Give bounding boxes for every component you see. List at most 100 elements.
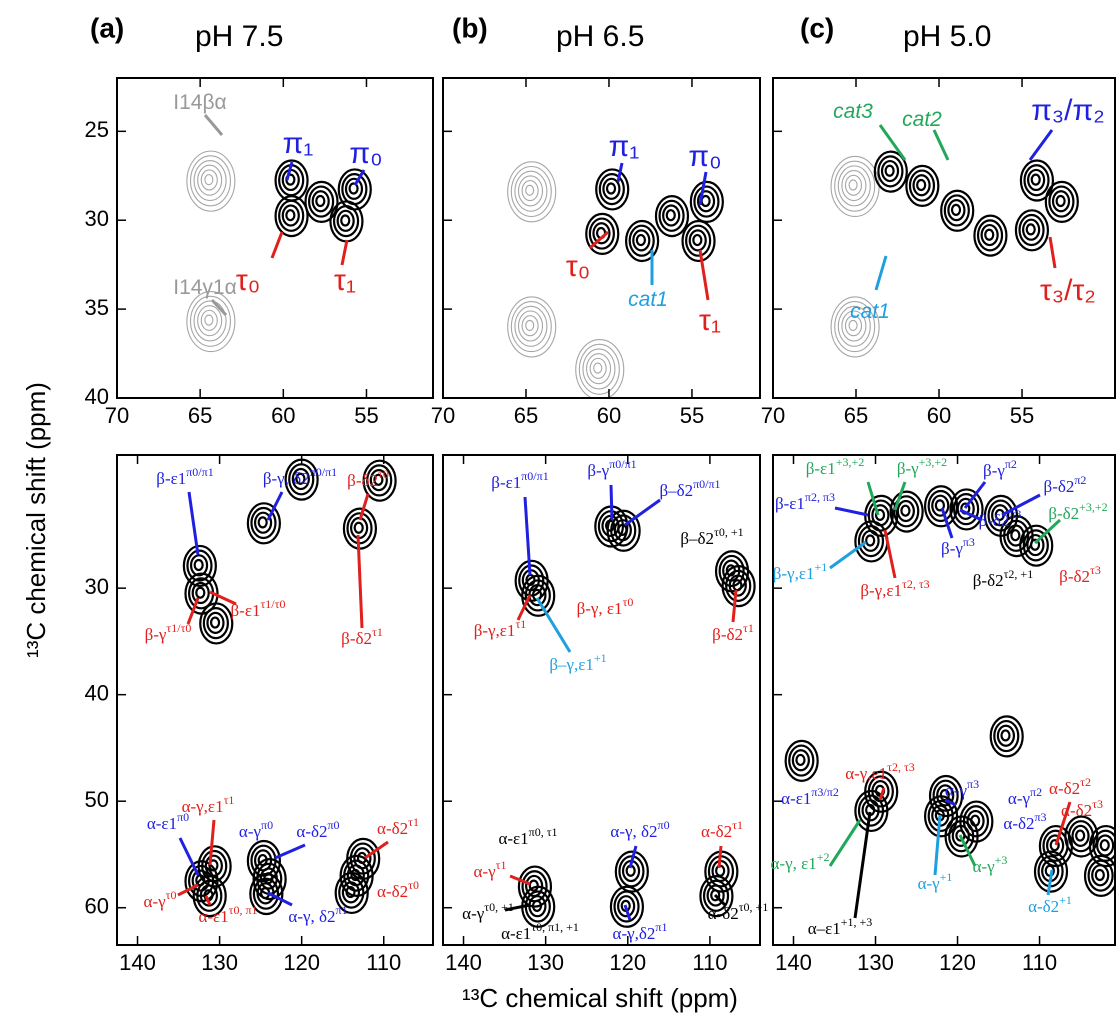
leader-line (713, 893, 727, 907)
annotation-text: π₁ (609, 130, 640, 163)
annotation-text: cat1 (628, 288, 668, 311)
annotation-text: β-γ (983, 461, 1005, 480)
annotation-text: β–γ,ε1 (549, 655, 594, 674)
contour-ring (710, 889, 721, 902)
annotation-sup: τ0 (378, 467, 389, 481)
annotation: β–γ,ε1+1 (549, 651, 606, 674)
leader-line (828, 819, 862, 867)
contour-ring (1094, 868, 1105, 882)
contour-ring (517, 175, 544, 207)
contour-ring (791, 749, 810, 772)
annotation-text: α-γ, δ2 (288, 907, 335, 926)
contour-ring (1044, 180, 1079, 223)
leader-line (1001, 493, 1041, 517)
annotation: α-γ, δ2π0 (610, 818, 669, 841)
contour-ring (605, 182, 617, 195)
contour-ring (201, 849, 228, 883)
annotation-text: α-γ (945, 781, 968, 800)
annotation: β-ε1π2, π3 (775, 490, 835, 513)
peak (186, 291, 236, 353)
annotation-text: β-γ, δ2 (263, 469, 310, 488)
peak (182, 544, 217, 588)
annotation-text: τ₁ (699, 304, 721, 337)
leader-line (1048, 236, 1057, 269)
annotation: β-δ2τ0 (347, 467, 389, 490)
leader-line (717, 845, 723, 869)
contour-ring (830, 296, 880, 358)
leader-line (208, 819, 216, 866)
contour-ring (625, 219, 660, 263)
annotation: β-δ2+3,+2 (1048, 500, 1107, 523)
contour-ring (246, 502, 281, 545)
x-tick-label: 70 (761, 403, 785, 428)
annotation-text: α-γ,δ2 (613, 924, 656, 943)
leader-line (829, 540, 867, 570)
annotation: α-γπ0 (239, 818, 273, 841)
contour-ring (202, 607, 229, 640)
annotation-sup: π3 (967, 777, 979, 791)
contour-ring (341, 881, 361, 904)
contour-ring (848, 179, 858, 191)
leader-line (940, 507, 954, 539)
annotation-sup: π2 (1005, 457, 1017, 471)
peak (595, 168, 630, 211)
leader-line (274, 843, 306, 860)
annotation-text: β-δ2 (1048, 504, 1079, 523)
contour-ring (373, 473, 384, 486)
annotation: β-δ2τ3 (1059, 563, 1101, 586)
annotation-text: α-γ (462, 904, 485, 923)
annotation-text: π₃/π₂ (1031, 94, 1105, 127)
contour-ring (340, 214, 351, 227)
contour-ring (955, 829, 966, 842)
contour-ring (525, 184, 535, 196)
panel-title: pH 5.0 (903, 20, 991, 53)
annotation: α-δ2τ1 (701, 818, 743, 841)
annotation-text: α-γ (144, 892, 167, 911)
contour-ring (1083, 854, 1115, 897)
annotation-sup: τ3 (1092, 797, 1103, 811)
contour-ring (908, 169, 936, 202)
leader-line (589, 230, 609, 250)
contour-ring (1022, 218, 1041, 241)
leader-line (866, 481, 880, 516)
annotation-text: α-δ2 (296, 822, 327, 841)
contour-ring (662, 204, 681, 227)
x-tick-label: 140 (119, 950, 156, 975)
contour-ring (510, 165, 552, 218)
peak (507, 161, 557, 223)
annotation: α-γτ1 (474, 858, 507, 881)
contour-ring (249, 872, 284, 916)
contour-ring (189, 295, 232, 347)
leader-line (1046, 869, 1054, 896)
contour-ring (980, 223, 999, 247)
peak (973, 214, 1008, 257)
annotation-text: α-δ2 (1049, 779, 1080, 798)
annotation-sup: τ0 (623, 595, 634, 609)
peak (1019, 524, 1054, 567)
annotation-sup: τ0, π1, +1 (531, 920, 579, 934)
annotation-text: α-δ2 (1003, 814, 1034, 833)
contour-ring (837, 305, 871, 347)
annotation-text: α-ε1 (498, 829, 528, 848)
annotation: α-γτ0 (144, 888, 177, 911)
annotation-text: β-δ2 (973, 571, 1004, 590)
peak (689, 180, 724, 223)
peak (507, 296, 557, 358)
annotation: α-δ2τ0, +1 (708, 900, 769, 923)
annotation-sup: π0 (261, 818, 273, 832)
annotation-text: α-γ (1008, 789, 1031, 808)
x-tick-label: 120 (939, 950, 976, 975)
annotation-text: α-γ (973, 857, 996, 876)
contour-ring (589, 357, 607, 379)
contour-ring (514, 305, 548, 347)
contour-ring (865, 534, 876, 547)
leader-line (187, 491, 200, 556)
annotation-sup: π2 (1074, 473, 1086, 487)
contour-ring (588, 217, 615, 250)
annotation-sup: +1, +3 (841, 915, 873, 929)
contour-ring (871, 504, 890, 527)
contour-ring (191, 581, 210, 605)
leader-line (270, 231, 284, 259)
contour-ring (834, 160, 876, 212)
